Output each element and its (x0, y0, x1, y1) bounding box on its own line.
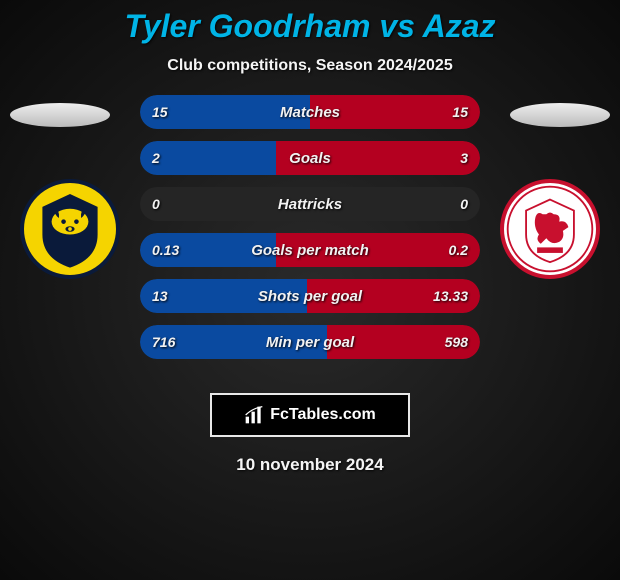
stat-label: Hattricks (278, 196, 342, 213)
stat-value-right: 15 (452, 104, 468, 120)
date-text: 10 november 2024 (0, 455, 620, 475)
middlesbrough-icon (504, 183, 596, 275)
stat-label: Min per goal (266, 334, 354, 351)
stat-value-right: 3 (460, 150, 468, 166)
stat-value-left: 15 (152, 104, 168, 120)
left-platform (10, 103, 110, 127)
stat-rows: 15 Matches 15 2 Goals 3 0 Hattricks 0 0.13 Goals p… (140, 95, 480, 359)
stat-value-left: 0.13 (152, 242, 179, 258)
right-platform (510, 103, 610, 127)
stat-row: 15 Matches 15 (140, 95, 480, 129)
stat-row: 13 Shots per goal 13.33 (140, 279, 480, 313)
stat-label: Goals per match (251, 242, 369, 259)
stat-fill-left (140, 141, 276, 175)
stat-row: 716 Min per goal 598 (140, 325, 480, 359)
stat-value-left: 2 (152, 150, 160, 166)
stat-label: Matches (280, 104, 340, 121)
page-title: Tyler Goodrham vs Azaz (0, 0, 620, 45)
stat-value-right: 0 (460, 196, 468, 212)
subtitle: Club competitions, Season 2024/2025 (0, 57, 620, 75)
stat-value-right: 0.2 (449, 242, 468, 258)
stat-value-left: 716 (152, 334, 175, 350)
stat-row: 0 Hattricks 0 (140, 187, 480, 221)
stat-row: 0.13 Goals per match 0.2 (140, 233, 480, 267)
comparison-stage: 15 Matches 15 2 Goals 3 0 Hattricks 0 0.13 Goals p… (0, 95, 620, 375)
fctables-logo-icon (244, 405, 264, 425)
stat-label: Goals (289, 150, 331, 167)
oxford-united-icon (24, 183, 116, 275)
club-badge-right (500, 179, 600, 279)
stat-value-left: 13 (152, 288, 168, 304)
club-badge-left (20, 179, 120, 279)
stat-row: 2 Goals 3 (140, 141, 480, 175)
brand-text: FcTables.com (270, 406, 376, 424)
brand-box[interactable]: FcTables.com (210, 393, 410, 437)
stat-value-right: 598 (445, 334, 468, 350)
stat-value-left: 0 (152, 196, 160, 212)
stat-value-right: 13.33 (433, 288, 468, 304)
stat-label: Shots per goal (258, 288, 362, 305)
